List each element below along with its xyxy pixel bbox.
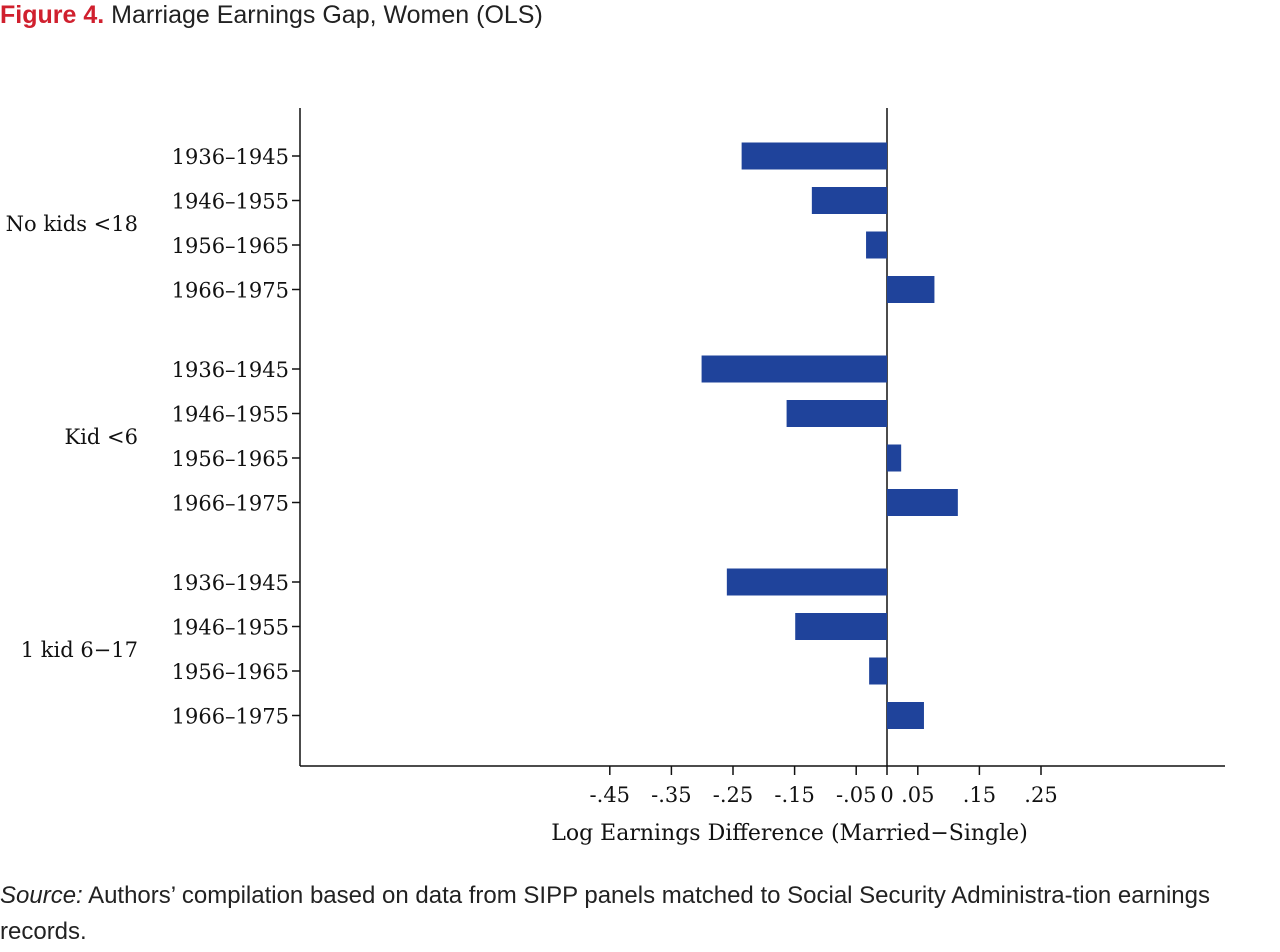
category-label: 1936–1945 (172, 358, 289, 382)
source-note: Source: Authors’ compilation based on da… (0, 878, 1280, 950)
category-label: 1956–1965 (172, 660, 289, 684)
bar (786, 400, 887, 427)
category-label: 1956–1965 (172, 447, 289, 471)
source-label: Source: (0, 882, 83, 909)
category-label: 1946–1955 (172, 616, 289, 640)
group-label: Kid <6 (65, 425, 138, 449)
x-tick-label: .15 (963, 783, 996, 807)
bar (811, 187, 887, 214)
x-tick-label: .05 (901, 783, 934, 807)
x-axis-title: Log Earnings Difference (Married−Single) (551, 821, 1028, 846)
category-label: 1946–1955 (172, 190, 289, 214)
bar (795, 613, 887, 640)
bar (726, 568, 887, 596)
source-text: Authors’ compilation based on data from … (0, 882, 1210, 945)
group-label: No kids <18 (6, 212, 138, 236)
x-tick-label: -.45 (590, 783, 631, 807)
bar (869, 657, 887, 685)
category-label: 1946–1955 (172, 403, 289, 427)
bar (887, 702, 924, 729)
category-label: 1936–1945 (172, 145, 289, 169)
figure-title-text: Marriage Earnings Gap, Women (OLS) (111, 1, 543, 29)
category-label: 1966–1975 (172, 492, 289, 516)
category-label: 1936–1945 (172, 571, 289, 595)
bar-chart: -.45 -.35 -.25 -.15 -.05 0 .05 .15 .25 Log Earnin… (6, 108, 1225, 846)
x-tick-label: 0 (880, 783, 893, 807)
figure-title: Figure 4. Marriage Earnings Gap, Women (… (0, 0, 543, 30)
x-tick-label: -.35 (651, 783, 692, 807)
category-label: 1966–1975 (172, 279, 289, 303)
x-tick-label: .25 (1024, 783, 1057, 807)
bar (701, 355, 887, 383)
bar (887, 489, 958, 516)
group-label: 1 kid 6−17 (21, 638, 138, 662)
category-label: 1966–1975 (172, 705, 289, 729)
bar (887, 444, 902, 472)
bar (866, 231, 887, 259)
category-label: 1956–1965 (172, 234, 289, 258)
x-tick-label: -.05 (836, 783, 877, 807)
bar (887, 276, 935, 303)
x-tick-label: -.15 (774, 783, 815, 807)
figure-label: Figure 4. (0, 1, 105, 29)
bar (741, 142, 887, 170)
x-tick-label: -.25 (713, 783, 754, 807)
